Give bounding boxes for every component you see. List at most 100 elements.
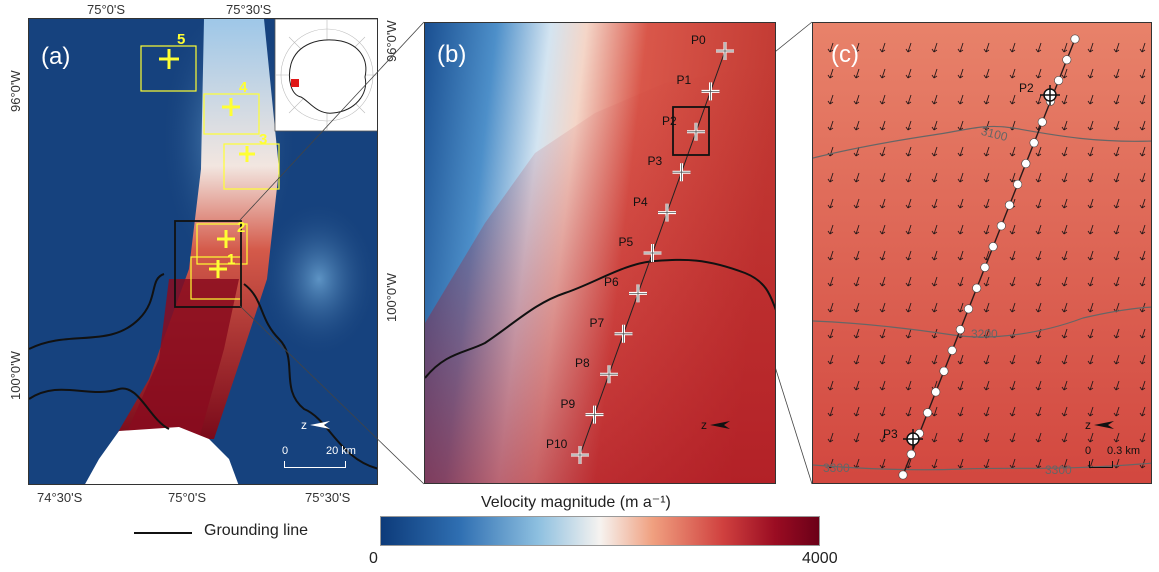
velocity-arrow [957, 302, 964, 313]
velocity-arrow [1035, 198, 1042, 209]
velocity-arrow [1113, 328, 1120, 339]
velocity-arrow [1113, 94, 1120, 105]
velocity-arrow [1087, 120, 1094, 131]
velocity-arrow [983, 302, 990, 313]
tick-a-right-2: 100°0'W [384, 273, 399, 322]
transect-label-p4: P4 [633, 194, 648, 209]
velocity-arrow [1139, 224, 1146, 235]
point-label-c-p2: P2 [1019, 81, 1034, 95]
colorbar [380, 516, 820, 546]
velocity-arrow [853, 172, 860, 183]
velocity-arrow [1061, 276, 1068, 287]
velocity-arrow [931, 432, 938, 443]
north-arrow-a-label: z [301, 418, 307, 432]
velocity-arrow [931, 198, 938, 209]
velocity-arrow [1061, 328, 1068, 339]
contour-3300 [813, 462, 1151, 471]
velocity-arrow [957, 276, 964, 287]
transect-dot [1029, 138, 1039, 148]
transect-dot [964, 304, 974, 314]
velocity-arrow [931, 68, 938, 79]
velocity-arrow [1061, 250, 1068, 261]
velocity-arrow [931, 94, 938, 105]
transect-line-c [902, 38, 1076, 476]
velocity-arrow [853, 94, 860, 105]
panel-c-label: (c) [831, 41, 859, 68]
velocity-arrow [853, 432, 860, 443]
velocity-arrow [853, 224, 860, 235]
velocity-arrow [879, 458, 886, 469]
velocity-arrow [1009, 42, 1016, 53]
velocity-arrow [827, 406, 834, 417]
transect-label-p10: P10 [546, 437, 568, 451]
contour-label-3300-right: 3300 [1045, 463, 1072, 477]
grounding-line-b [425, 258, 775, 379]
velocity-arrow [1113, 380, 1120, 391]
velocity-arrow [1009, 224, 1016, 235]
tick-a-bottom-3: 75°30'S [305, 490, 351, 505]
velocity-arrow [879, 302, 886, 313]
velocity-arrow [879, 328, 886, 339]
tick-a-top-1: 75°0'S [87, 2, 126, 17]
velocity-arrow [853, 42, 860, 53]
velocity-arrow [1061, 146, 1068, 157]
velocity-arrow [1035, 302, 1042, 313]
velocity-arrow [905, 250, 912, 261]
velocity-arrow [879, 406, 886, 417]
transect-dot [996, 221, 1006, 231]
velocity-arrow [1035, 224, 1042, 235]
velocity-arrow [1035, 42, 1042, 53]
transect-dot [1021, 159, 1031, 169]
transect-markers-b [571, 42, 734, 464]
panel-b-fast-region [425, 63, 775, 483]
velocity-arrow [1113, 276, 1120, 287]
velocity-arrow [1113, 68, 1120, 79]
velocity-arrow [957, 250, 964, 261]
velocity-arrow [1035, 250, 1042, 261]
box-label-1: 1 [227, 251, 236, 268]
panel-b-svg [425, 23, 775, 483]
velocity-arrow [1009, 146, 1016, 157]
velocity-arrows [827, 42, 1146, 469]
velocity-arrow [983, 224, 990, 235]
velocity-arrow [827, 198, 834, 209]
velocity-arrow [1061, 354, 1068, 365]
velocity-arrow [931, 42, 938, 53]
velocity-arrow [879, 250, 886, 261]
velocity-arrow [1009, 68, 1016, 79]
velocity-arrow [827, 380, 834, 391]
velocity-arrow [983, 406, 990, 417]
velocity-arrow [1139, 42, 1146, 53]
velocity-arrow [931, 328, 938, 339]
velocity-arrow [931, 224, 938, 235]
transect-label-p3: P3 [647, 154, 663, 169]
velocity-arrow [827, 172, 834, 183]
tick-a-left-1: 96°0'W [8, 70, 23, 112]
velocity-arrow [879, 68, 886, 79]
contour-3200 [813, 306, 1151, 338]
transect-dot [980, 262, 990, 272]
velocity-arrow [1061, 68, 1068, 79]
panel-a-map: (a) 5 4 3 2 1 z 0 20 km [28, 18, 378, 485]
velocity-arrow [1009, 94, 1016, 105]
panel-c-velocity-field [813, 23, 1151, 483]
velocity-arrow [983, 354, 990, 365]
velocity-arrow [957, 42, 964, 53]
north-arrow-b: z [701, 417, 732, 432]
region-box-2 [196, 223, 248, 265]
velocity-arrow [1087, 94, 1094, 105]
velocity-arrow [905, 42, 912, 53]
velocity-arrow [931, 302, 938, 313]
velocity-arrow [905, 380, 912, 391]
panel-c-svg [813, 23, 1151, 483]
velocity-arrow [1087, 328, 1094, 339]
velocity-arrow [1061, 42, 1068, 53]
grounding-line-legend-swatch [134, 532, 192, 534]
transect-dot [923, 408, 933, 418]
velocity-arrow [1061, 406, 1068, 417]
velocity-arrow [1009, 406, 1016, 417]
study-area-marker [291, 79, 299, 87]
velocity-arrow [983, 380, 990, 391]
velocity-arrow [957, 406, 964, 417]
velocity-arrow [905, 120, 912, 131]
